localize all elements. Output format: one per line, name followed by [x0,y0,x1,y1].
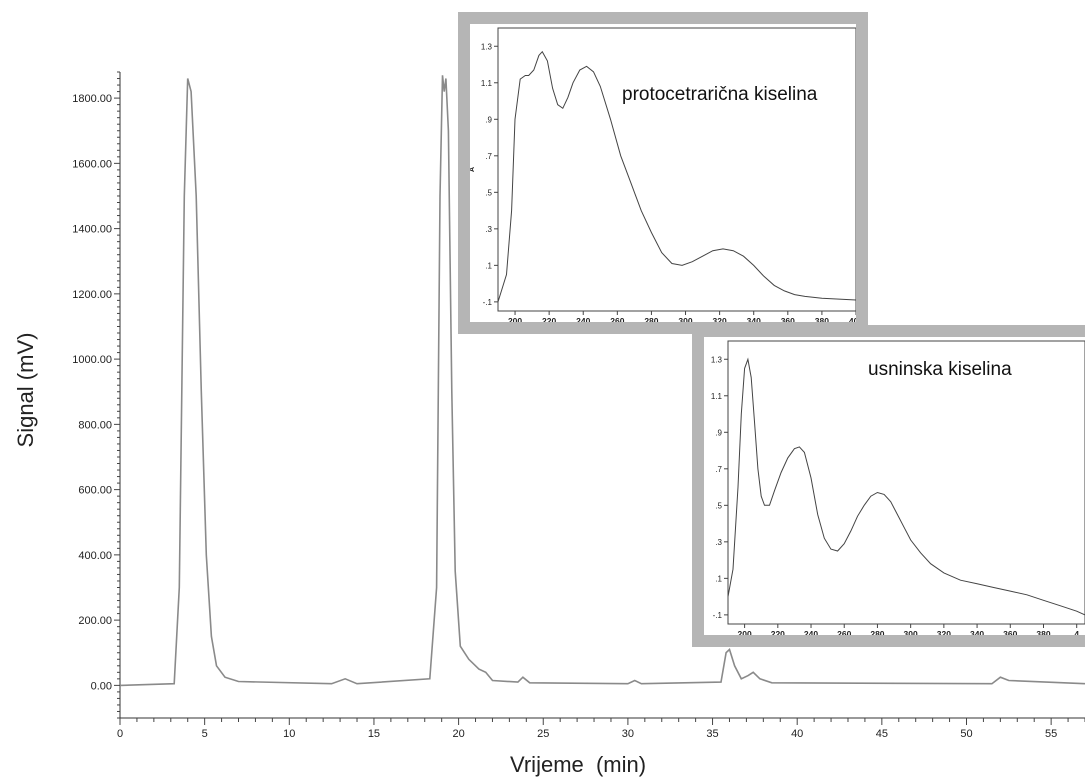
y-tick-label: 600.00 [78,485,112,497]
x-tick-label: 35 [706,728,718,740]
y-tick-label: .9 [485,115,492,124]
y-tick-label: 1800.00 [72,93,112,105]
x-tick-label: 25 [537,728,549,740]
y-tick-label: .5 [485,188,492,197]
x-tick-label: 360 [781,316,795,322]
y-axis-label: A [470,167,476,172]
y-tick-label: 1.3 [481,42,493,51]
y-tick-label: 200.00 [78,615,112,627]
x-tick-label: 300 [904,629,918,635]
x-tick-label: 380 [815,316,829,322]
x-tick-label: 55 [1045,728,1057,740]
x-tick-label: 300 [678,316,692,322]
uv-spectrum-inset-usnic: -.1 .1 .3 .5 .7 .9 1.1 1.3 200 220 240 260 280 300 320… [692,325,1085,647]
y-tick-label: -.1 [713,611,723,620]
plot-frame [497,27,856,312]
y-tick-label: 1200.00 [72,289,112,301]
x-tick-label: 220 [542,316,556,322]
x-tick-label: 320 [937,629,951,635]
inset-title-protocetraric: protocetrarična kiselina [622,84,818,105]
y-tick-label: 1600.00 [72,158,112,170]
uv-spectrum-inset-protocetraric: -.1 .1 .3 .5 .7 .9 1.1 1.3 200 220 240 260 280 300 320… [458,12,868,334]
y-tick-label: 800.00 [78,419,112,431]
x-tick-label: 220 [771,629,785,635]
y-tick-label: .7 [485,152,492,161]
x-tick-label: 280 [644,316,658,322]
y-tick-label: .3 [715,538,722,547]
x-tick-label: 45 [876,728,888,740]
y-tick-label: .5 [715,501,722,510]
y-tick-label: .7 [715,465,722,474]
x-tick-label: 50 [960,728,972,740]
x-tick-label: 400 [849,316,856,322]
y-tick-label: .1 [485,261,492,270]
y-tick-label: 1400.00 [72,224,112,236]
x-tick-label: 260 [610,316,624,322]
x-tick-label: 320 [713,316,727,322]
y-tick-label: 1000.00 [72,354,112,366]
uv-spectrum-chart-usnic: -.1 .1 .3 .5 .7 .9 1.1 1.3 200 220 240 260 280 300 320… [704,340,1085,635]
x-tick-label: 340 [970,629,984,635]
x-tick-label: 0 [117,728,123,740]
x-tick-label: 30 [622,728,634,740]
uv-spectrum-chart-protocetraric: -.1 .1 .3 .5 .7 .9 1.1 1.3 200 220 240 260 280 300 320… [470,27,856,322]
y-tick-label: 1.1 [481,79,493,88]
x-axis-label: Vrijeme (min) [510,752,647,777]
y-axis-label: A [704,480,706,485]
x-tick-label: 200 [738,629,752,635]
x-tick-label: 280 [870,629,884,635]
x-tick-label: 360 [1003,629,1017,635]
y-tick-label: 1.3 [711,355,723,364]
y-axis-label: Signal (mV) [13,332,38,448]
spectrum-trace [497,50,856,303]
x-tick-label: 260 [837,629,851,635]
chromatogram-trace [119,75,1085,687]
y-tick-label: 1.1 [711,392,723,401]
x-tick-label: 240 [576,316,590,322]
x-tick-label: 40 [791,728,803,740]
x-tick-label: 20 [452,728,464,740]
x-tick-label: 4 [1074,629,1079,635]
y-tick-label: .9 [715,428,722,437]
x-tick-label: 340 [747,316,761,322]
x-tick-label: 200 [508,316,522,322]
y-tick-label: .1 [715,574,722,583]
plot-frame [727,340,1085,625]
y-tick-label: .3 [485,225,492,234]
x-tick-label: 5 [202,728,208,740]
x-tick-label: 380 [1036,629,1050,635]
y-tick-label: 0.00 [91,680,112,692]
inset-title-usnic: usninska kiselina [868,359,1012,380]
x-tick-label: 240 [804,629,818,635]
y-tick-label: 400.00 [78,550,112,562]
y-tick-label: -.1 [483,298,493,307]
x-tick-label: 10 [283,728,295,740]
spectrum-trace [727,357,1085,616]
x-tick-label: 15 [368,728,380,740]
